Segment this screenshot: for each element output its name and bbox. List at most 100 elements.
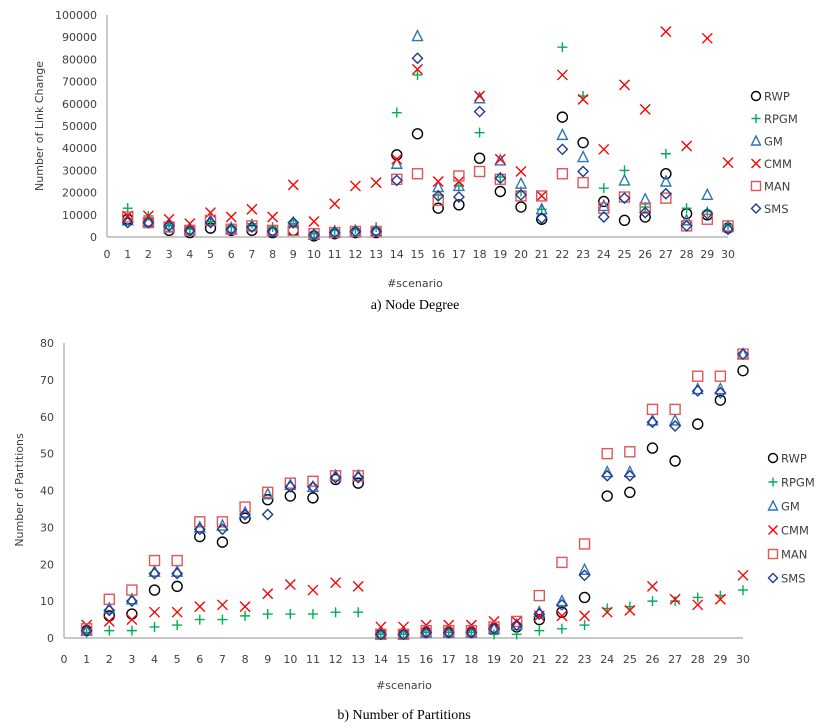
data-point-gm (555, 594, 569, 607)
legend-label: RPGM (781, 476, 815, 490)
legend-label: SMS (781, 572, 806, 586)
data-point-rwp (171, 580, 183, 593)
data-point-man (329, 470, 342, 482)
data-point-man (163, 221, 175, 233)
data-point-gm (578, 562, 591, 575)
y-tick-label: 70000 (62, 76, 97, 89)
data-point-man (714, 370, 727, 382)
x-tick-label: 10 (283, 653, 297, 666)
data-point-cmm (308, 215, 320, 227)
legend-item-rpgm: RPGM (768, 476, 815, 490)
data-point-man (536, 190, 548, 202)
data-point-cmm (722, 157, 734, 169)
legend-item-rwp: RWP (767, 452, 807, 466)
data-point-man (121, 211, 134, 223)
data-point-sms (261, 508, 274, 521)
data-point-gm (601, 464, 614, 478)
x-tick-label: 20 (514, 248, 528, 261)
data-point-sms (125, 595, 138, 608)
legend-label: MAN (781, 548, 807, 562)
x-tick-label: 17 (442, 653, 456, 666)
x-tick-label: 27 (659, 248, 673, 261)
data-point-sms (701, 207, 714, 220)
x-tick-label: 22 (555, 248, 569, 261)
data-point-rwp (669, 455, 681, 467)
x-tick-label: 11 (306, 653, 320, 666)
y-tick-label: 100000 (55, 9, 97, 22)
data-point-man (701, 213, 713, 225)
data-point-rwp (660, 168, 672, 180)
data-point-cmm (267, 211, 279, 223)
x-tick-label: 29 (713, 653, 727, 666)
y-tick-label: 50 (40, 448, 54, 461)
data-point-sms (488, 622, 501, 635)
x-tick-label: 3 (128, 653, 135, 666)
data-point-gm (261, 487, 274, 500)
data-point-rwp (515, 201, 527, 213)
data-point-sms (577, 165, 590, 178)
data-point-gm (659, 174, 673, 187)
legend-item-sms: SMS (767, 572, 806, 586)
data-point-man (639, 202, 651, 214)
data-point-gm (556, 127, 569, 141)
data-point-sms (121, 216, 134, 229)
data-point-sms (691, 384, 704, 397)
data-point-rwp (646, 442, 659, 454)
x-tick-label: 15 (397, 653, 411, 666)
x-tick-label: 14 (374, 653, 388, 666)
data-point-sms (193, 523, 206, 536)
x-tick-label: 25 (618, 248, 632, 261)
y-tick-label: 60 (40, 411, 54, 424)
x-tick-label: 21 (535, 248, 549, 261)
data-point-cmm (601, 606, 613, 618)
data-point-rwp (577, 136, 589, 149)
data-point-cmm (432, 176, 444, 187)
x-tick-label: 28 (691, 653, 705, 666)
y-tick-label: 10000 (62, 209, 97, 222)
data-point-cmm (375, 621, 387, 633)
series-gm (80, 346, 750, 640)
data-point-rpgm (126, 625, 137, 636)
data-point-sms (618, 192, 631, 205)
data-point-sms (432, 189, 445, 202)
data-point-man (669, 403, 681, 416)
data-point-rwp (239, 512, 251, 524)
data-point-man (556, 556, 568, 569)
data-point-cmm (737, 569, 749, 581)
legend-item-man: MAN (750, 180, 790, 194)
data-point-rpgm (692, 592, 703, 603)
data-point-sms (352, 471, 365, 484)
data-point-man (488, 621, 500, 633)
x-tick-label: 30 (736, 653, 750, 666)
x-tick-label: 9 (290, 248, 297, 261)
x-tick-label: 5 (207, 248, 214, 261)
legend-label: RWP (764, 90, 790, 104)
data-point-rwp (598, 195, 610, 208)
legend-label: RPGM (764, 112, 798, 126)
data-point-sms (374, 628, 387, 641)
data-point-sms (659, 187, 672, 200)
chart-node-degree: 0 10000 20000 30000 40000 50000 60000 70000 8000… (33, 9, 798, 313)
x-tick-label: 16 (419, 653, 433, 666)
data-point-rpgm (353, 607, 364, 618)
data-point-cmm (681, 140, 693, 152)
data-point-rpgm (262, 609, 273, 620)
data-point-man (204, 214, 217, 227)
data-point-sms (535, 212, 548, 225)
data-point-rpgm (172, 620, 183, 631)
data-point-cmm (184, 218, 196, 230)
data-point-man (510, 615, 523, 628)
x-tick-label: 1 (124, 248, 131, 261)
diamond-icon (750, 203, 762, 214)
data-point-man (556, 168, 569, 180)
data-point-man (216, 516, 229, 528)
data-point-sms (473, 105, 486, 118)
y-tick-label: 30 (40, 521, 54, 534)
y-tick-label: 80 (40, 337, 54, 350)
series-cmm (81, 569, 749, 633)
data-point-gm (514, 176, 528, 189)
square-icon (767, 548, 779, 560)
data-point-rpgm (330, 607, 341, 618)
data-point-rwp (307, 492, 319, 504)
x-tick-label: 26 (638, 248, 652, 261)
